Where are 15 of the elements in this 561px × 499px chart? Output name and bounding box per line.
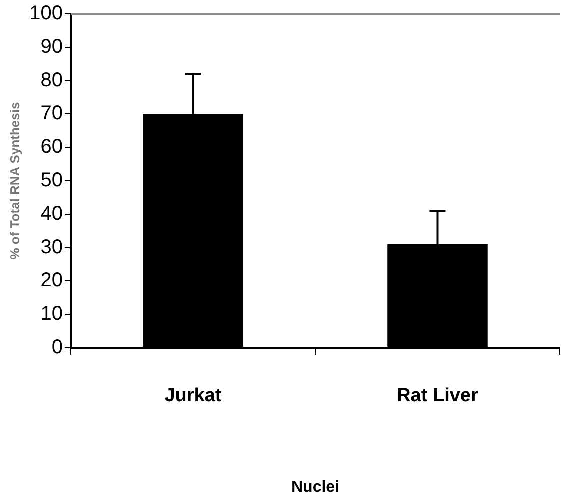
y-tick-label: 50	[40, 170, 63, 192]
y-tick-label: 60	[40, 136, 63, 158]
x-tick-label: Jurkat	[164, 386, 222, 407]
y-tick-label: 100	[30, 2, 63, 25]
y-tick-label: 10	[40, 303, 63, 326]
y-tick-label: 90	[40, 36, 63, 58]
y-tick-label: 80	[40, 69, 63, 92]
x-axis-title: Nuclei	[291, 478, 340, 496]
y-axis-title: % of Total RNA Synthesis	[7, 102, 22, 260]
y-tick-label: 0	[52, 336, 63, 359]
y-tick-label: 40	[40, 202, 63, 225]
y-tick-label: 30	[40, 236, 63, 258]
y-tick-label: 70	[40, 102, 63, 125]
x-tick-label: Rat Liver	[397, 386, 479, 407]
y-tick-label: 20	[40, 270, 63, 292]
